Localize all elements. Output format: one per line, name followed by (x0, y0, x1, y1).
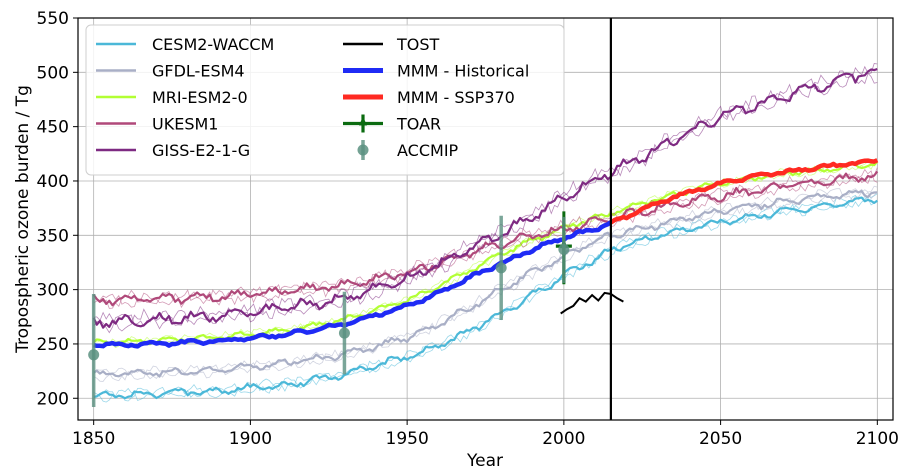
y-tick-label: 350 (37, 226, 69, 246)
x-tick-label: 2100 (856, 429, 899, 449)
x-tick-label: 1950 (386, 429, 429, 449)
legend-swatch-toar-marker (359, 116, 367, 126)
x-axis-label: Year (466, 451, 503, 471)
x-tick-label: 2050 (699, 429, 742, 449)
series-member-ukesm1 (93, 168, 878, 308)
axis-ticks: 1850 1900 1950 2000 2050 2100 200 250 300 350 400 4… (37, 9, 899, 449)
x-tick-label: 1900 (229, 429, 272, 449)
legend-label-ukesm1: UKESM1 (152, 115, 218, 134)
y-tick-label: 450 (37, 118, 69, 138)
legend-label-toar: TOAR (396, 115, 441, 134)
legend-label-cesm2-waccm: CESM2-WACCM (152, 35, 274, 54)
y-tick-label: 400 (37, 172, 69, 192)
y-tick-label: 250 (37, 335, 69, 355)
point-accmip (88, 349, 100, 361)
series-member-cesm2-waccm (93, 194, 878, 402)
legend-label-mmm-ssp370: MMM - SSP370 (397, 88, 515, 107)
y-tick-label: 300 (37, 281, 69, 301)
series-line-ukesm1 (92, 170, 879, 307)
series-line-mmm-historical (93, 220, 613, 349)
legend-label-tost: TOST (396, 35, 440, 54)
point-accmip (495, 262, 507, 274)
legend-label-mri-esm2-0: MRI-ESM2-0 (152, 88, 248, 107)
point-accmip (338, 327, 350, 339)
series-line-gfdl-esm4 (93, 189, 878, 378)
series-member-giss-e2-1-g (93, 65, 878, 332)
x-tick-label: 1850 (72, 429, 115, 449)
legend: CESM2-WACCM GFDL-ESM4 MRI-ESM2-0 UKESM1 GISS… (85, 24, 565, 176)
plot-frame (77, 17, 894, 421)
y-tick-label: 500 (37, 63, 69, 83)
x-tick-label: 2000 (542, 429, 585, 449)
point-accmip (558, 243, 570, 255)
y-tick-label: 550 (37, 9, 69, 29)
y-tick-label: 200 (37, 389, 69, 409)
y-axis-label: Tropospheric ozone burden / Tg (13, 85, 33, 354)
series-line-tost (560, 291, 624, 315)
series-line-giss-e2-1-g (92, 68, 878, 329)
series-line-mmm-ssp370 (609, 158, 879, 225)
plot-area (88, 18, 879, 420)
legend-label-giss-e2-1-g: GISS-E2-1-G (152, 141, 250, 160)
legend-label-mmm-historical: MMM - Historical (397, 62, 529, 81)
legend-swatch-accmip (357, 144, 369, 156)
series-line-cesm2-waccm (93, 196, 878, 400)
legend-label-accmip: ACCMIP (397, 141, 459, 160)
series-layer (88, 18, 879, 420)
legend-label-gfdl-esm4: GFDL-ESM4 (152, 62, 245, 81)
legend-box (85, 24, 565, 176)
